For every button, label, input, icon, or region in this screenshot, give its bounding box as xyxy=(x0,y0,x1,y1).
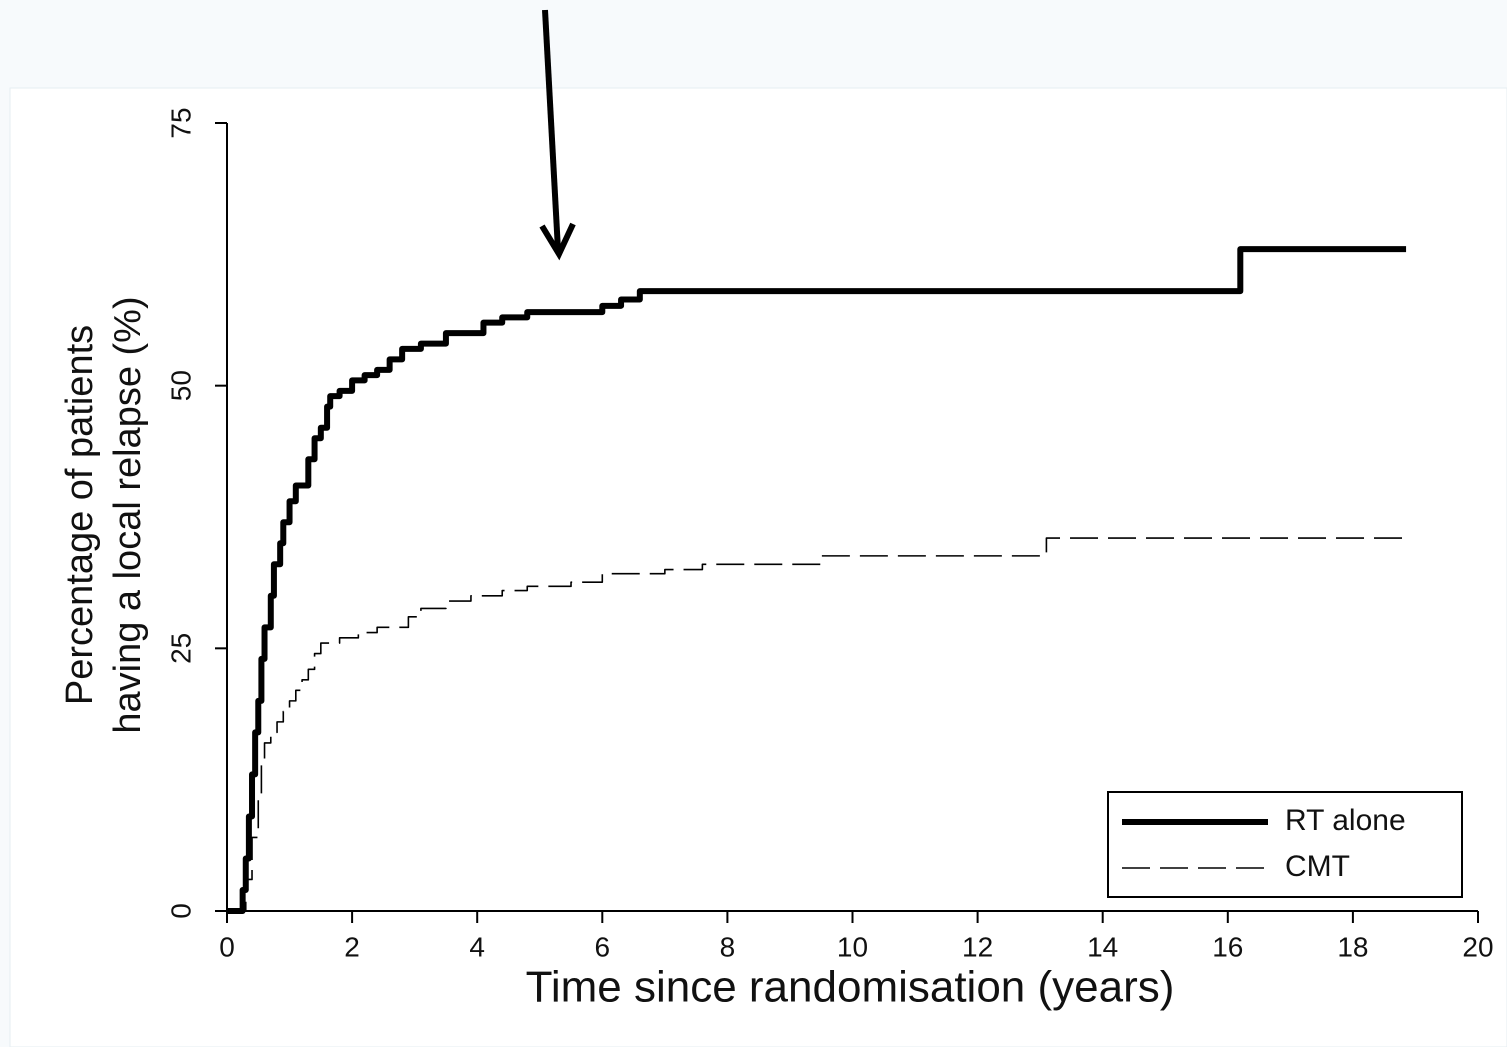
panel xyxy=(9,87,1507,1047)
arrow-shaft xyxy=(542,9,561,251)
y-axis-title: having a local relapse (%) xyxy=(107,296,149,733)
y-tick-label: 50 xyxy=(165,370,196,401)
y-axis-title: Percentage of patients xyxy=(59,325,101,705)
series-line xyxy=(227,246,1407,914)
x-tick-label: 4 xyxy=(469,931,485,962)
x-tick-label: 14 xyxy=(1087,931,1118,962)
x-tick-label: 12 xyxy=(962,931,993,962)
x-tick-label: 10 xyxy=(837,931,868,962)
series-line xyxy=(227,537,1403,912)
y-tick-label: 0 xyxy=(165,903,196,919)
x-tick-label: 2 xyxy=(344,931,360,962)
x-tick-label: 6 xyxy=(595,931,611,962)
legend-label: CMT xyxy=(1285,850,1350,883)
y-tick-label: 25 xyxy=(165,633,196,664)
legend-box xyxy=(1107,791,1463,898)
legend-label: RT alone xyxy=(1285,804,1406,837)
x-tick-label: 16 xyxy=(1212,931,1243,962)
x-axis-title: Time since randomisation (years) xyxy=(526,963,1175,1012)
x-tick-label: 8 xyxy=(720,931,736,962)
x-tick-label: 20 xyxy=(1462,931,1493,962)
top-band xyxy=(0,0,1507,88)
arrow-head xyxy=(539,222,576,261)
x-tick-label: 0 xyxy=(219,931,235,962)
y-tick-label: 75 xyxy=(165,107,196,138)
x-tick-label: 18 xyxy=(1337,931,1368,962)
